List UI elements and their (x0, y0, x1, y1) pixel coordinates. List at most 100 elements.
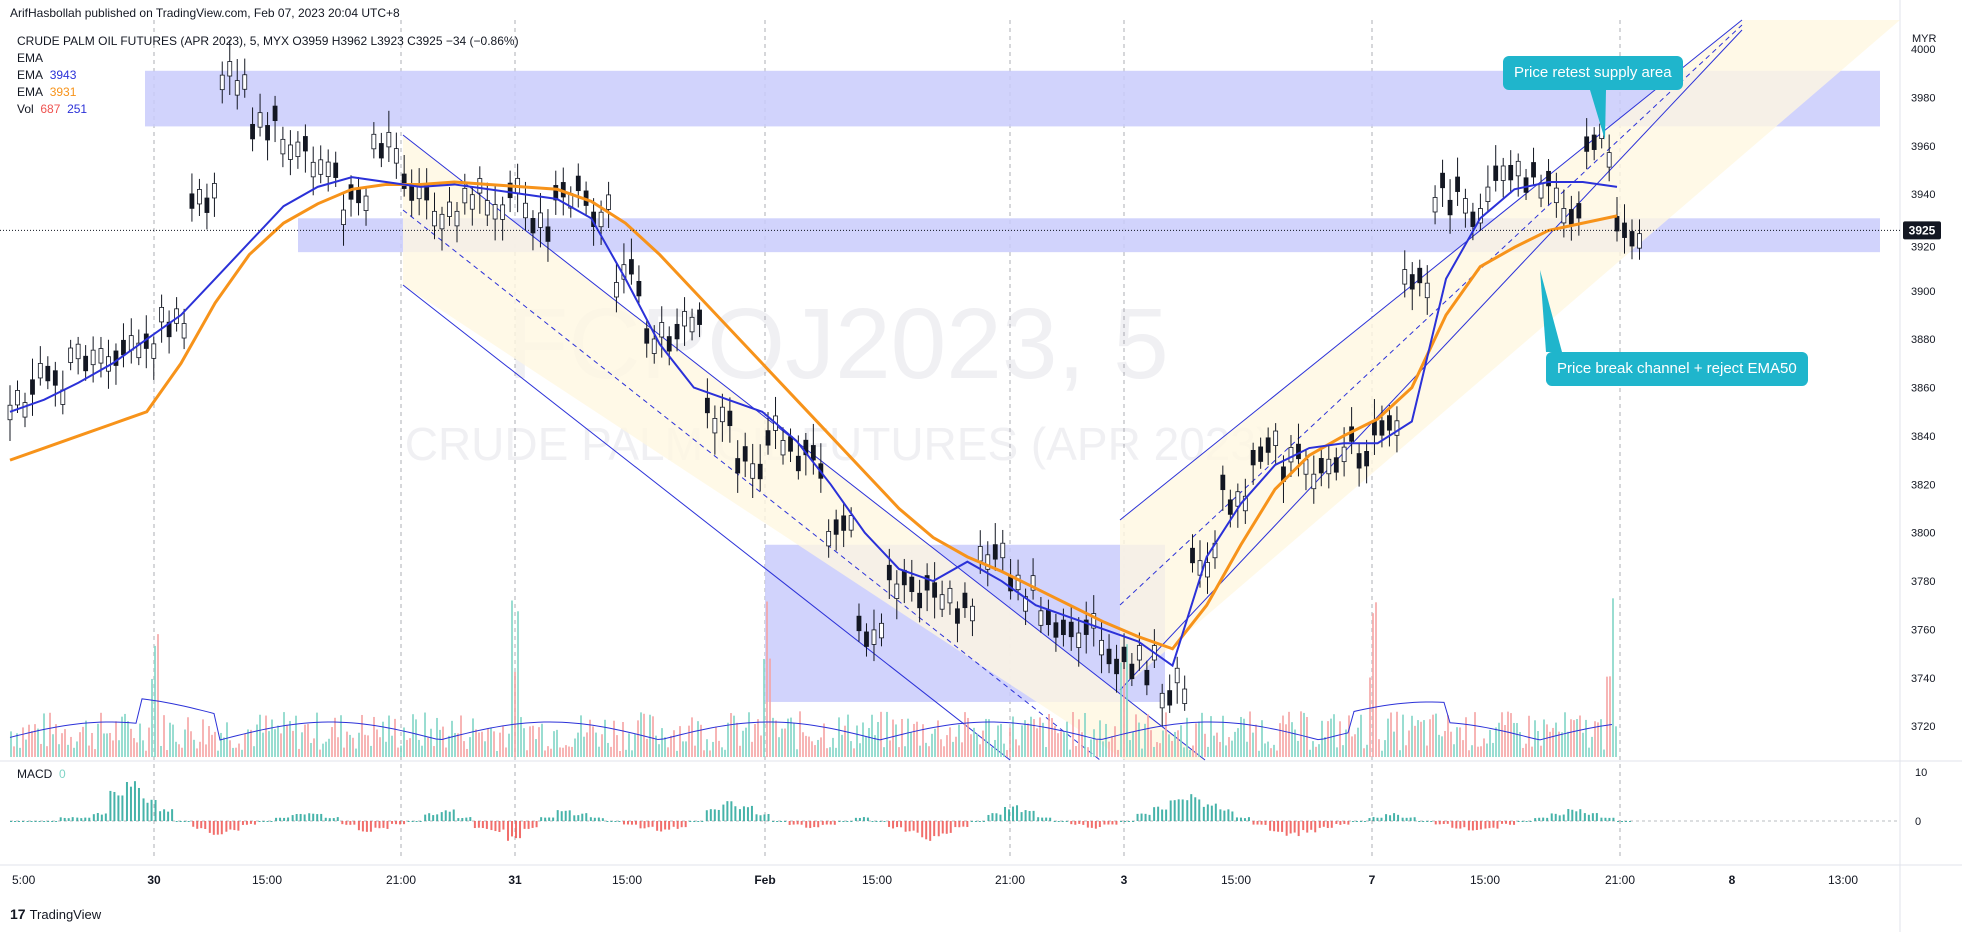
macd-bar (328, 818, 331, 821)
volume-bar (928, 746, 930, 757)
macd-bar (270, 821, 273, 822)
candle-body (538, 212, 543, 228)
candle-body (492, 204, 498, 220)
volume-bar (1483, 738, 1485, 757)
candle-body (970, 605, 975, 622)
macd-bar (216, 821, 219, 835)
candle-body (462, 187, 468, 204)
volume-bar (1438, 734, 1440, 757)
volume-bar (961, 742, 963, 757)
volume-bar (1114, 726, 1116, 757)
volume-bar (16, 733, 18, 757)
price-tick-label: 3920 (1911, 241, 1935, 253)
macd-bar (999, 814, 1002, 821)
volume-bar (706, 739, 708, 757)
volume-bar (40, 743, 42, 757)
candle-body (992, 544, 998, 560)
volume-bar (766, 601, 768, 757)
macd-bar (490, 821, 493, 831)
macd-bar (941, 821, 944, 834)
volume-bar (742, 730, 744, 757)
volume-bar (703, 750, 705, 757)
tradingview-brand: TradingView (29, 906, 102, 922)
macd-bar (1165, 809, 1168, 821)
candle-body (1417, 267, 1423, 284)
volume-bar (952, 741, 954, 757)
macd-bar (544, 817, 547, 821)
volume-bar (1159, 743, 1161, 757)
volume-bar (646, 738, 648, 757)
macd-bar (705, 810, 708, 821)
macd-bar (689, 821, 692, 822)
time-tick-label: 21:00 (995, 873, 1025, 887)
candle-body (917, 592, 923, 609)
volume-bar (1369, 677, 1371, 757)
volume-bar (892, 719, 894, 757)
macd-bar (498, 821, 501, 832)
volume-bar (1603, 749, 1605, 757)
macd-bar (519, 821, 522, 839)
candle-body (1538, 183, 1544, 199)
volume-bar (862, 722, 864, 757)
volume-bar (124, 713, 126, 757)
volume-bar (1156, 742, 1158, 757)
macd-bar (531, 821, 534, 828)
volume-bar (1087, 747, 1089, 757)
volume-bar (955, 736, 957, 757)
volume-bar (1522, 747, 1524, 757)
volume-bar (493, 731, 495, 757)
candle-body (666, 336, 672, 352)
volume-bar (1288, 711, 1290, 757)
candle-body (894, 583, 900, 599)
candle-body (136, 342, 142, 359)
macd-bar (954, 821, 957, 828)
volume-bar (406, 739, 408, 757)
footer[interactable]: 17 TradingView (10, 906, 101, 922)
macd-bar (253, 821, 256, 825)
candle-body (856, 615, 862, 632)
candle-body (98, 348, 104, 364)
volume-bar (919, 745, 921, 757)
candle-body (1258, 446, 1264, 462)
macd-bar (829, 821, 832, 825)
volume-bar (1585, 719, 1587, 757)
macd-bar (502, 821, 505, 830)
volume-bar (1207, 746, 1209, 757)
macd-bar (581, 813, 584, 821)
macd-bar (854, 817, 857, 821)
volume-bar (301, 732, 303, 757)
volume-bar (484, 741, 486, 757)
macd-bar (1521, 821, 1524, 822)
volume-bar (976, 733, 978, 757)
volume-bar (940, 739, 942, 757)
volume-bar (1339, 721, 1341, 757)
macd-bar (1347, 821, 1350, 825)
volume-bar (415, 719, 417, 757)
volume-bar (868, 727, 870, 757)
macd-bar (1173, 800, 1176, 821)
macd-bar (1016, 805, 1019, 821)
candle-body (909, 576, 915, 593)
candle-body (15, 390, 20, 406)
volume-bar (337, 737, 339, 757)
macd-bar (1562, 814, 1565, 821)
candle-body (955, 608, 960, 624)
candle-body (1220, 474, 1226, 491)
volume-bar (145, 750, 147, 757)
volume-bar (94, 749, 96, 757)
volume-bar (1492, 742, 1494, 757)
macd-bar (862, 817, 865, 821)
volume-bar (1582, 732, 1584, 757)
callout-retest[interactable]: Price retest supply area (1503, 56, 1683, 90)
volume-bar (745, 727, 747, 757)
macd-bar (1617, 821, 1619, 822)
macd-bar (1256, 821, 1259, 825)
callout-break[interactable]: Price break channel + reject EMA50 (1546, 352, 1808, 386)
volume-bar (529, 726, 531, 757)
descending-channel-lower (402, 284, 1011, 761)
candle-body (7, 404, 13, 421)
volume-bar (886, 711, 888, 757)
macd-bar (96, 813, 99, 821)
price-tick-label: 3760 (1911, 624, 1935, 636)
